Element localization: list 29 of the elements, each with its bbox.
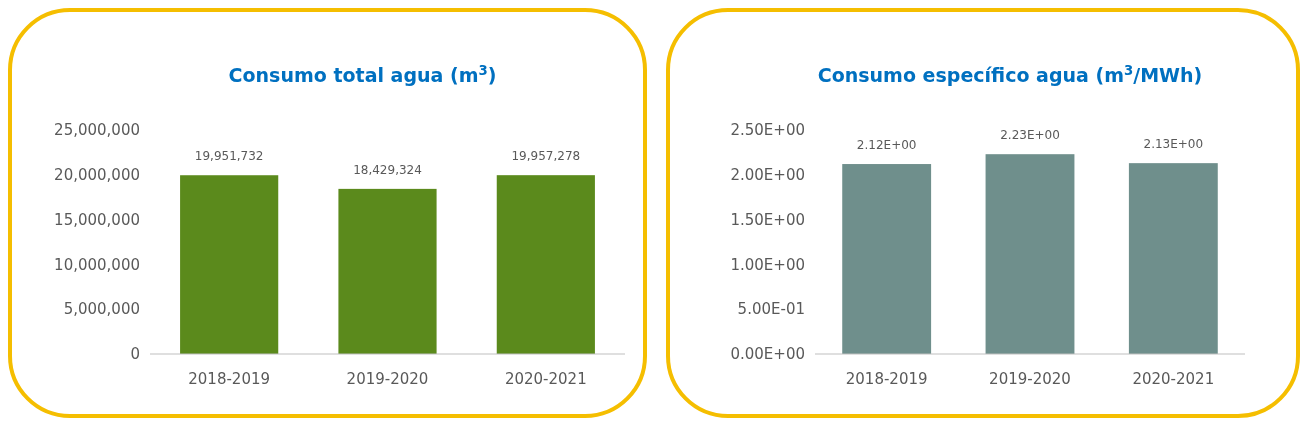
x-tick-label: 2020-2021 [1132, 370, 1215, 388]
y-tick-label: 1.50E+00 [730, 210, 805, 229]
bar [985, 154, 1075, 354]
chart-title: Consumo específico agua (m$^{3}$/MWh) [817, 62, 1203, 86]
y-tick-label: 1.00E+00 [730, 255, 805, 274]
x-tick-label: 2018-2019 [188, 370, 271, 388]
data-label: 18,429,324 [353, 162, 422, 177]
data-label: 19,957,278 [511, 149, 581, 164]
data-label: 19,951,732 [194, 149, 264, 164]
y-tick-label: 2.00E+00 [730, 166, 805, 185]
bar [1128, 163, 1218, 354]
x-tick-label: 2019-2020 [989, 370, 1071, 388]
data-label: 2.13E+00 [1143, 137, 1204, 152]
data-label: 2.23E+00 [1000, 128, 1060, 143]
chart-title: Consumo total agua (m$^{3}$) [228, 62, 497, 86]
y-tick-label: 25,000,000 [54, 121, 140, 140]
x-tick-label: 2018-2019 [845, 370, 928, 388]
y-tick-label: 5.00E-01 [737, 300, 805, 319]
x-tick-label: 2019-2020 [346, 370, 429, 388]
y-tick-label: 2.50E+00 [730, 121, 805, 140]
data-label: 2.12E+00 [856, 138, 917, 153]
y-tick-label: 0 [130, 345, 140, 364]
y-tick-label: 10,000,000 [54, 255, 140, 274]
y-tick-label: 20,000,000 [54, 166, 140, 185]
x-tick-label: 2020-2021 [504, 370, 587, 388]
bar [842, 164, 932, 354]
y-tick-label: 5,000,000 [63, 300, 140, 319]
y-tick-label: 0.00E+00 [730, 345, 805, 364]
y-tick-label: 15,000,000 [54, 210, 140, 229]
